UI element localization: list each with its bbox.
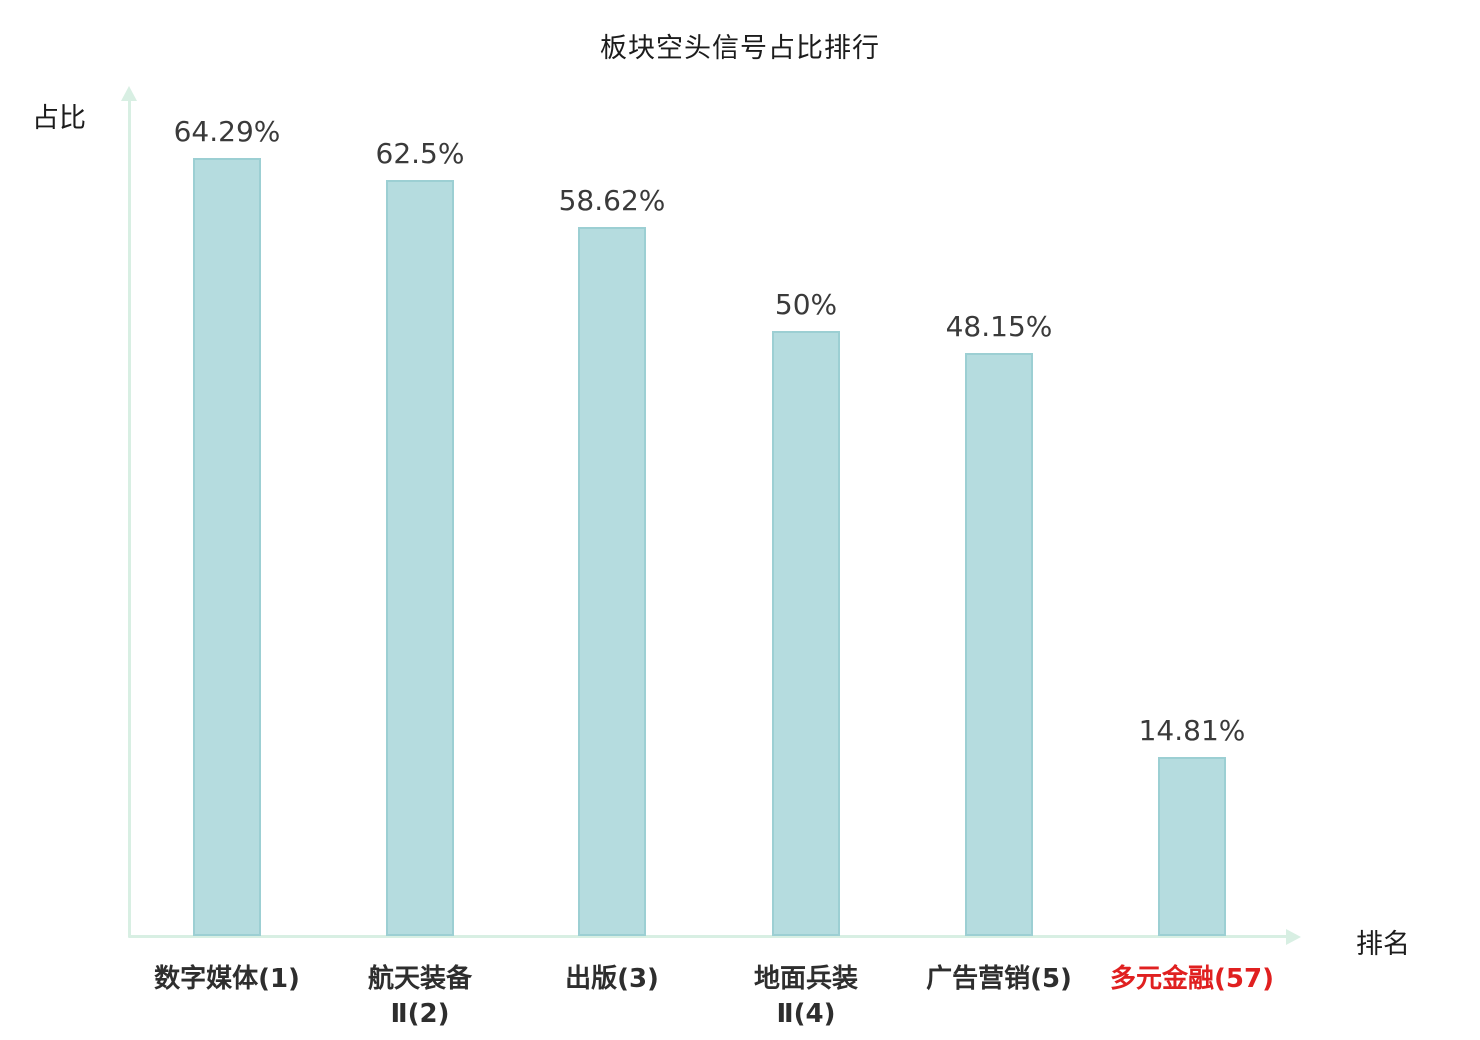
bar-category-label: 广告营销(5)	[926, 964, 1072, 994]
bar-value-label: 14.81%	[1138, 714, 1246, 747]
bar	[193, 158, 261, 936]
bar-value-label: 50%	[774, 288, 838, 321]
chart-title: 板块空头信号占比排行	[600, 33, 880, 64]
bar	[965, 353, 1033, 936]
bar-category-label: 多元金融(57)	[1110, 964, 1274, 994]
bar-value-label: 48.15%	[945, 310, 1053, 343]
x-axis-arrow-icon	[1286, 929, 1301, 945]
bar-category-label: 数字媒体(1)	[154, 964, 300, 994]
bar	[578, 227, 646, 936]
bar-category-label: 地面兵装 Ⅱ(4)	[753, 964, 858, 1030]
y-axis-arrow-icon	[121, 86, 137, 101]
bar-value-label: 64.29%	[173, 115, 281, 148]
bar-value-label: 62.5%	[375, 137, 465, 170]
y-axis-line	[128, 100, 131, 938]
bar-value-label: 58.62%	[558, 184, 666, 217]
bar-category-label: 出版(3)	[565, 964, 659, 994]
x-axis-line	[128, 935, 1288, 938]
x-axis-label: 排名	[1356, 929, 1410, 960]
y-axis-label: 占比	[32, 103, 86, 134]
bar	[772, 331, 840, 936]
bar	[1158, 757, 1226, 936]
bar	[386, 180, 454, 936]
bar-category-label: 航天装备 Ⅱ(2)	[367, 964, 472, 1030]
